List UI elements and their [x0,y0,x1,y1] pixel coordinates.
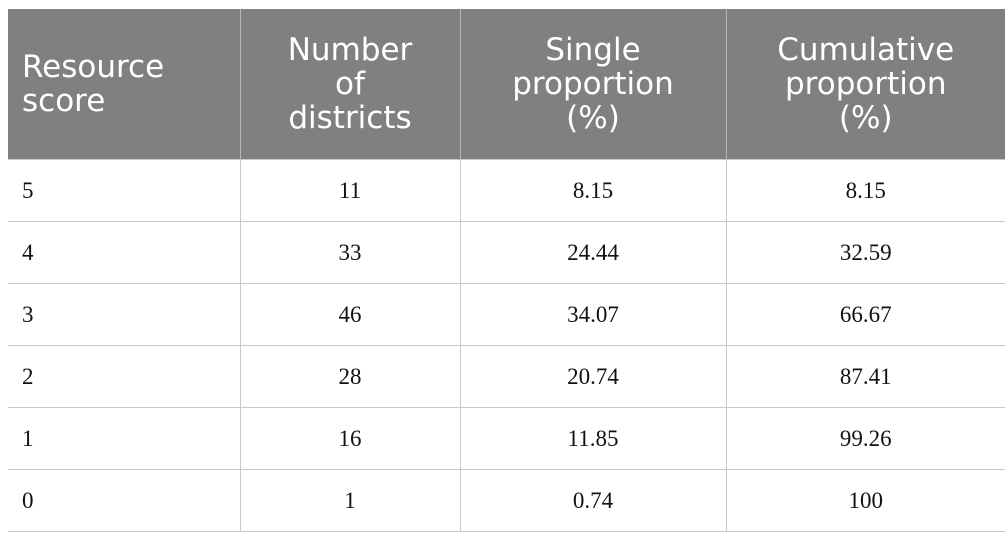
table-cell: 20.74 [459,345,727,408]
table-cell: 16 [239,407,461,470]
table-row: 5 11 8.15 8.15 [8,159,1005,222]
table-cell: 100 [725,469,1005,532]
table-cell: 5 [8,159,241,222]
table-cell: 8.15 [725,159,1005,222]
table-cell: 3 [8,283,241,346]
header-text: Resource score [22,49,165,119]
header-row: Resource score Number of districts Single … [8,9,1005,160]
table-row: 2 28 20.74 87.41 [8,345,1005,408]
table-cell: 1 [239,469,461,532]
header-text: Single proportion (%) [512,32,674,136]
table-cell: 66.67 [725,283,1005,346]
table-row: 0 1 0.74 100 [8,469,1005,532]
table-cell: 1 [8,407,241,470]
table-cell: 11 [239,159,461,222]
header-text: Number of districts [287,32,413,136]
table-cell: 99.26 [725,407,1005,470]
data-table: Resource score Number of districts Single … [8,9,1005,532]
table-cell: 4 [8,221,241,284]
table-row: 3 46 34.07 66.67 [8,283,1005,346]
table-cell: 24.44 [459,221,727,284]
table-cell: 8.15 [459,159,727,222]
table-cell: 46 [239,283,461,346]
table-cell: 32.59 [725,221,1005,284]
table-cell: 28 [239,345,461,408]
table-cell: 0 [8,469,241,532]
header-cell: Number of districts [239,9,460,160]
header-cell: Resource score [8,9,240,160]
table-cell: 87.41 [725,345,1005,408]
header-text: Cumulative proportion (%) [777,32,955,136]
table-cell: 34.07 [459,283,727,346]
table-cell: 0.74 [459,469,727,532]
table-row: 4 33 24.44 32.59 [8,221,1005,284]
header-cell: Single proportion (%) [459,9,726,160]
header-cell: Cumulative proportion (%) [725,9,1005,160]
table-row: 1 16 11.85 99.26 [8,407,1005,470]
table-cell: 33 [239,221,461,284]
table-body: 5 11 8.15 8.15 4 33 24.44 32.59 3 46 34.07 66.67 2 28… [8,159,1005,532]
table-cell: 2 [8,345,241,408]
table-cell: 11.85 [459,407,727,470]
